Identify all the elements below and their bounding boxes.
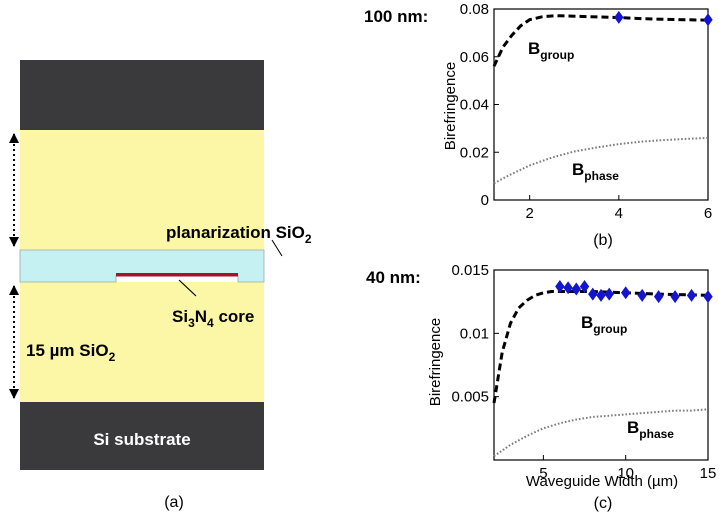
chart-b-ytick-label: 0.06 [460,49,489,66]
chart-b-ytick-label: 0.02 [460,144,489,161]
core-leader-line [178,279,197,297]
chart-b-plot-area: 2 4 6 0 0.02 0.04 0.06 0.08 [460,1,713,222]
chart-c-diamond-marker [604,287,614,301]
chart-c-diamond-marker [588,287,598,301]
chart-b-group-curve [492,14,709,67]
oxide-thickness-label: 15 µm SiO2 [26,341,116,364]
planarization-label: planarization SiO2 [166,223,312,246]
chart-b-group-label: Bgroup [528,39,574,62]
panel-a-caption: (a) [164,494,184,511]
chart-c-diamond-marker [653,290,664,304]
planarization-layer [19,249,265,283]
chart-c-ytick-label: 0.01 [460,325,489,342]
bottom-substrate-layer [20,402,264,470]
waveguide-core [116,273,238,277]
chart-b-caption: (b) [593,232,613,249]
chart-b-diamond-marker [614,10,624,24]
lower-oxide-layer [20,282,264,402]
chart-b-xtick-label: 4 [615,205,623,222]
chart-b-xtick-label: 6 [704,205,712,222]
chart-c-frame [493,269,709,461]
chart-c-xlabel: Waveguide Width (µm) [526,473,678,490]
chart-c-plot-area: 5 10 15 0.005 0.01 0.015 [451,262,716,482]
panel-a-cross-section: planarization SiO2 Si3N4 core 15 µm SiO2… [9,60,312,511]
chart-c-diamond-marker [670,290,680,304]
upper-oxide-layer [20,130,264,250]
chart-c-diamond-marker [579,279,590,293]
chart-b-ytick-label: 0.08 [460,1,489,18]
chart-c-diamond-marker [555,279,565,293]
core-label: Si3N4 core [172,307,254,330]
chart-c-caption: (c) [594,495,613,512]
chart-c-xtick-label: 5 [539,465,547,482]
chart-c-side-label: 40 nm: [366,268,421,287]
chart-c-40nm: 40 nm: Birefringence 5 10 15 0.005 0.01 0.015… [366,262,716,512]
planarization-leader-line [271,239,283,257]
chart-c-diamond-marker [703,290,713,304]
chart-b-100nm: 100 nm: Birefringence 2 4 6 0 0.02 0.04 0.06 0.… [364,1,713,249]
chart-c-diamond-marker [621,286,631,300]
top-substrate-layer [20,60,264,130]
chart-c-group-curve [492,290,709,404]
chart-c-diamond-marker [596,288,606,302]
chart-b-ytick-label: 0.04 [460,97,489,114]
chart-b-side-label: 100 nm: [364,7,428,26]
chart-c-diamond-marker [571,282,581,296]
chart-b-phase-label: Bphase [572,160,619,183]
chart-c-ylabel: Birefringence [427,318,444,406]
chart-b-ytick-label: 0 [481,192,489,209]
chart-c-group-label: Bgroup [581,313,627,336]
chart-c-diamond-marker [563,281,573,295]
chart-b-xtick-label: 2 [525,205,533,222]
chart-c-ytick-label: 0.015 [451,262,489,279]
chart-c-diamond-marker [637,288,647,302]
chart-c-xtick-label: 10 [617,465,634,482]
chart-c-diamond-marker [686,288,697,302]
chart-c-ytick-label: 0.005 [451,389,489,406]
chart-b-diamond-marker [703,13,713,27]
chart-c-phase-curve [493,408,709,458]
substrate-label: Si substrate [93,430,190,449]
chart-b-phase-curve [493,136,709,185]
chart-b-ylabel: Birefringence [442,62,459,150]
chart-c-xtick-label: 15 [700,465,717,482]
chart-c-phase-label: Bphase [627,418,674,441]
